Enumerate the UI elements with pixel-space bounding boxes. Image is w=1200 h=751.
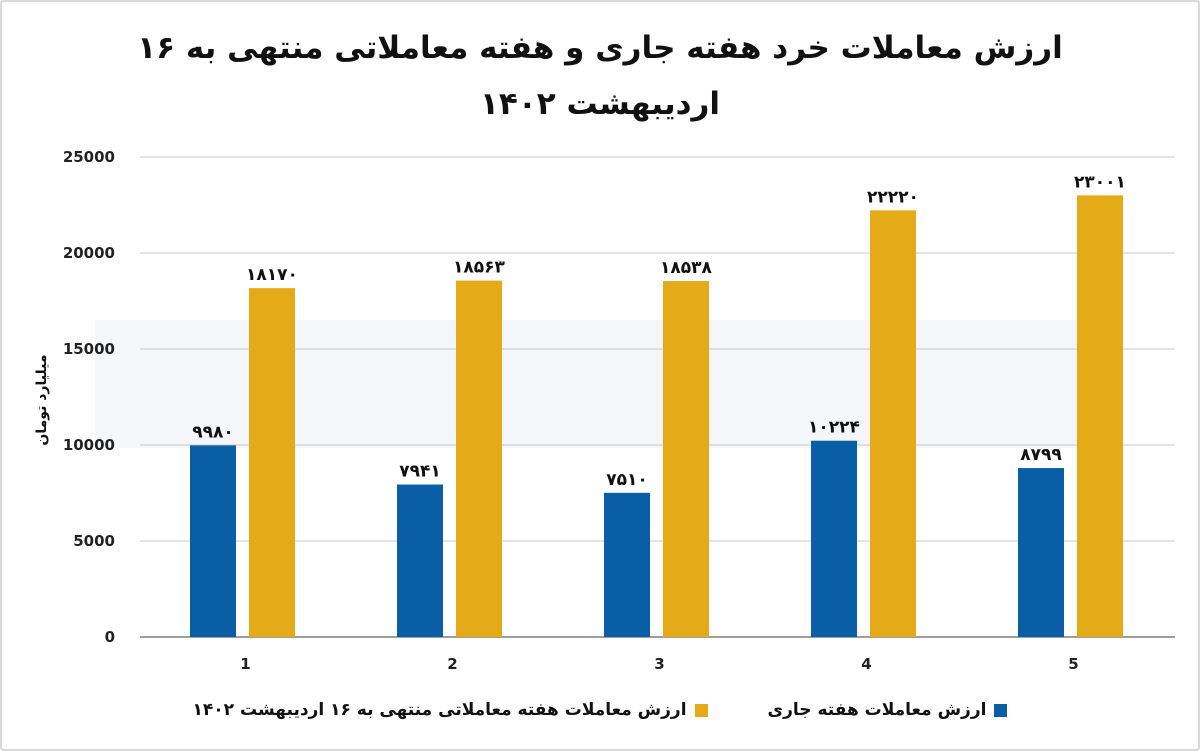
data-label: ۱۸۱۷۰ — [246, 265, 298, 285]
bar-series-1-cat-5 — [1077, 195, 1123, 637]
bar-series-1-cat-4 — [870, 210, 916, 637]
bar-series-1-cat-1 — [249, 288, 295, 637]
data-label: ۱۸۵۳۸ — [660, 258, 713, 278]
x-tick-label: 2 — [447, 655, 457, 673]
data-label: ۲۲۲۲۰ — [867, 187, 919, 207]
x-tick-label: 4 — [861, 655, 871, 673]
data-label: ۱۰۲۲۴ — [808, 418, 860, 438]
bar-series-0-cat-4 — [811, 440, 857, 637]
y-tick-label: 25000 — [63, 148, 115, 166]
legend-item-previous-week: ارزش معاملات هفته معاملاتی منتهی به ۱۶ ا… — [193, 700, 708, 720]
legend-label-previous-week: ارزش معاملات هفته معاملاتی منتهی به ۱۶ ا… — [192, 700, 687, 720]
legend-swatch-previous-week — [694, 703, 708, 717]
legend-label-current-week: ارزش معاملات هفته جاری — [767, 700, 987, 720]
x-tick-label: 3 — [654, 655, 664, 673]
bar-series-0-cat-2 — [397, 484, 443, 637]
x-tick-label: 5 — [1068, 655, 1078, 673]
y-tick-label: 0 — [105, 628, 115, 646]
x-tick-label: 1 — [240, 655, 250, 673]
data-label: ۱۸۵۶۳ — [453, 258, 506, 278]
legend-item-current-week: ارزش معاملات هفته جاری — [768, 700, 1008, 720]
y-tick-label: 15000 — [63, 340, 115, 358]
legend-swatch-current-week — [994, 703, 1008, 717]
data-label: ۲۳۰۰۱ — [1074, 172, 1126, 192]
y-tick-label: 5000 — [73, 532, 115, 550]
bar-series-1-cat-3 — [663, 281, 709, 637]
data-label: ۷۹۴۱ — [399, 462, 441, 482]
chart-title: ارزش معاملات خرد هفته جاری و هفته معاملا… — [137, 30, 1063, 122]
data-label: ۹۹۸۰ — [192, 422, 234, 442]
bar-series-0-cat-1 — [190, 445, 236, 637]
y-tick-label: 10000 — [63, 436, 115, 454]
y-tick-label: 20000 — [63, 244, 115, 262]
bar-series-0-cat-5 — [1018, 468, 1064, 637]
data-label: ۷۵۱۰ — [606, 470, 648, 490]
legend: ارزش معاملات هفته جاری ارزش معاملات هفته… — [0, 700, 1200, 720]
bar-series-0-cat-3 — [604, 492, 650, 637]
bar-series-1-cat-2 — [456, 280, 502, 637]
data-label: ۸۷۹۹ — [1020, 445, 1062, 465]
